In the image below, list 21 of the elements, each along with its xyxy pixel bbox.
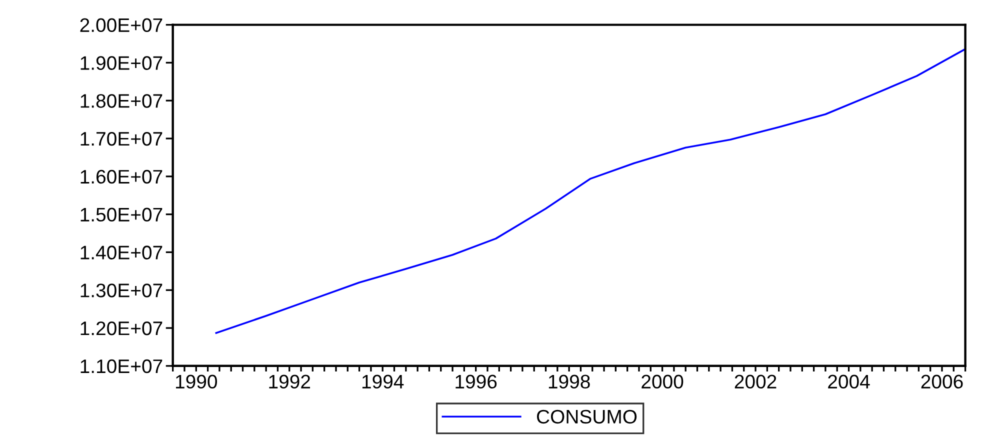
y-tick-label: 1.40E+07 (80, 246, 162, 260)
y-tick-label: 2.00E+07 (80, 18, 162, 32)
x-tick-label: 1998 (548, 374, 590, 389)
y-tick-label: 1.70E+07 (80, 132, 162, 146)
line-series (215, 48, 966, 334)
y-tick-label: 1.80E+07 (80, 94, 162, 108)
x-tick-label: 1990 (176, 374, 218, 389)
y-tick-label: 1.30E+07 (80, 284, 162, 298)
x-tick-label: 1992 (269, 374, 310, 389)
y-tick-label: 1.50E+07 (80, 208, 162, 222)
x-tick-label: 1996 (456, 374, 497, 389)
y-tick-label: 1.10E+07 (80, 359, 162, 374)
x-tick-label: 2004 (828, 374, 870, 389)
x-tick-label: 2002 (734, 374, 776, 389)
x-tick-label: 2006 (921, 374, 963, 389)
y-tick-label: 1.60E+07 (80, 170, 162, 184)
y-tick-label: 1.90E+07 (80, 56, 162, 70)
legend-label: CONSUMO (536, 410, 637, 424)
x-tick-label: 1994 (362, 374, 404, 389)
x-tick-label: 2000 (642, 374, 684, 389)
y-tick-label: 1.20E+07 (80, 321, 162, 336)
